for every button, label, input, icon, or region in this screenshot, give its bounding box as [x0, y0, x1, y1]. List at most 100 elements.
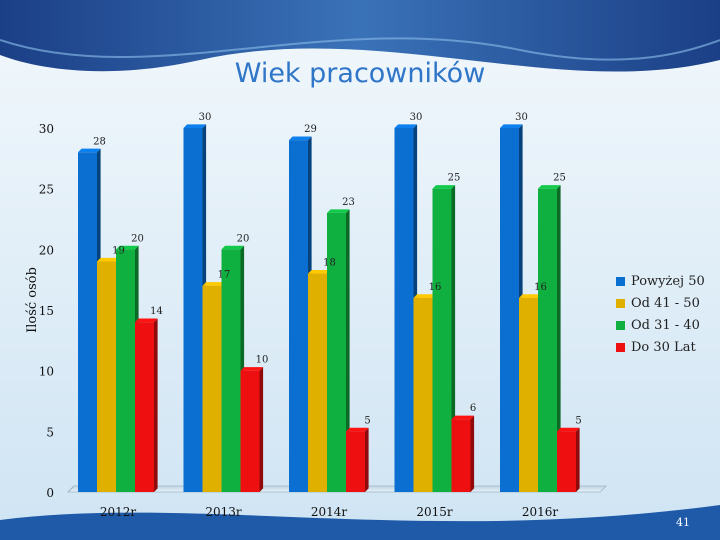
- bar-top: [221, 245, 245, 250]
- bar-top: [116, 245, 139, 250]
- bar-top: [240, 367, 264, 371]
- bar-front: [451, 419, 471, 492]
- y-tick-label: 15: [39, 304, 54, 318]
- bar: [327, 209, 350, 493]
- bar-top: [97, 257, 120, 262]
- bar-front: [413, 297, 433, 492]
- bar-front: [78, 152, 97, 492]
- bars: [78, 124, 580, 493]
- legend-swatch-4: [616, 342, 625, 352]
- bar-top: [202, 282, 226, 286]
- bar-front: [346, 431, 365, 492]
- bar: [538, 185, 561, 493]
- data-label: 16: [534, 282, 547, 293]
- legend-swatch-3: [616, 320, 625, 330]
- footer-wave: [0, 505, 720, 540]
- bar-front: [308, 273, 327, 492]
- data-label: 5: [575, 415, 581, 426]
- data-label: 17: [218, 270, 231, 281]
- data-label: 28: [93, 136, 106, 147]
- data-label: 30: [199, 112, 212, 123]
- y-tick-label: 20: [39, 243, 54, 257]
- bar-front: [135, 322, 154, 492]
- data-label: 23: [342, 197, 355, 208]
- bar-top: [451, 415, 475, 420]
- bar-front: [221, 249, 241, 492]
- data-labels: 28 19 20 14 30 17 20 10 29 18 23 5 30 16 25 6 30 16 25 5: [93, 112, 582, 426]
- bar-side: [259, 367, 264, 492]
- bar-front: [202, 285, 222, 492]
- y-tick-label: 25: [39, 183, 54, 197]
- bar: [240, 367, 264, 492]
- data-label: 29: [304, 124, 317, 135]
- legend-label: Od 41 - 50: [631, 295, 700, 311]
- bar-top: [432, 185, 456, 189]
- legend-swatch-2: [616, 298, 625, 308]
- bar-top: [538, 185, 561, 189]
- page-number: 41: [676, 516, 690, 529]
- x-tick-label: 2016r: [522, 505, 559, 519]
- bar-front: [327, 212, 346, 492]
- legend-item: Od 41 - 50: [616, 292, 705, 314]
- data-label: 5: [364, 415, 370, 426]
- bar-top: [394, 124, 418, 128]
- bar-front: [183, 128, 203, 492]
- bar-front: [500, 128, 519, 492]
- bar-front: [394, 128, 414, 492]
- bar-side: [557, 185, 561, 493]
- bar-top: [289, 136, 312, 141]
- legend-label: Od 31 - 40: [631, 317, 700, 333]
- data-label: 25: [448, 173, 461, 184]
- bar: [451, 415, 475, 492]
- bar-top: [78, 148, 101, 153]
- data-label: 20: [131, 233, 144, 244]
- x-tick-label: 2013r: [205, 505, 242, 519]
- y-tick-label: 10: [39, 365, 54, 379]
- bar-front: [240, 370, 260, 492]
- axis-corner: [67, 485, 75, 493]
- bar-side: [576, 427, 580, 492]
- x-tick-label: 2015r: [416, 505, 453, 519]
- bar: [557, 427, 580, 492]
- bar: [135, 318, 158, 492]
- data-label: 14: [150, 306, 163, 317]
- chart-title: Wiek pracowników: [234, 58, 486, 89]
- legend-swatch-1: [616, 276, 625, 286]
- bar-top: [500, 124, 523, 128]
- data-label: 6: [470, 403, 476, 414]
- bar-top: [557, 427, 580, 432]
- bar-top: [308, 270, 331, 274]
- bar: [346, 427, 369, 492]
- bar-side: [365, 427, 369, 492]
- legend-item: Od 31 - 40: [616, 314, 705, 336]
- data-label: 10: [256, 355, 269, 366]
- data-label: 16: [429, 282, 442, 293]
- bar: [432, 185, 456, 493]
- bar-side: [451, 185, 456, 493]
- x-tick-label: 2014r: [311, 505, 348, 519]
- bar-front: [519, 297, 538, 492]
- legend-label: Do 30 Lat: [631, 339, 696, 355]
- bar-front: [432, 188, 452, 492]
- data-label: 30: [410, 112, 423, 123]
- data-label: 20: [237, 233, 250, 244]
- bar-top: [135, 318, 158, 323]
- y-tick-label: 5: [46, 425, 54, 439]
- y-axis-label: Ilość osób: [25, 267, 40, 333]
- bar-top: [413, 294, 437, 298]
- bar-side: [470, 415, 475, 492]
- legend-label: Powyżej 50: [631, 273, 705, 289]
- bar-side: [346, 209, 350, 493]
- x-tick-label: 2012r: [100, 505, 137, 519]
- bar-top: [183, 124, 207, 128]
- bar-top: [519, 294, 542, 298]
- data-label: 25: [553, 173, 566, 184]
- bar-top: [346, 427, 369, 432]
- legend: Powyżej 50 Od 41 - 50 Od 31 - 40 Do 30 L…: [616, 270, 705, 358]
- legend-item: Do 30 Lat: [616, 336, 705, 358]
- bar-side: [154, 318, 158, 492]
- data-label: 30: [515, 112, 528, 123]
- y-tick-label: 30: [39, 122, 54, 136]
- bar-front: [289, 140, 308, 492]
